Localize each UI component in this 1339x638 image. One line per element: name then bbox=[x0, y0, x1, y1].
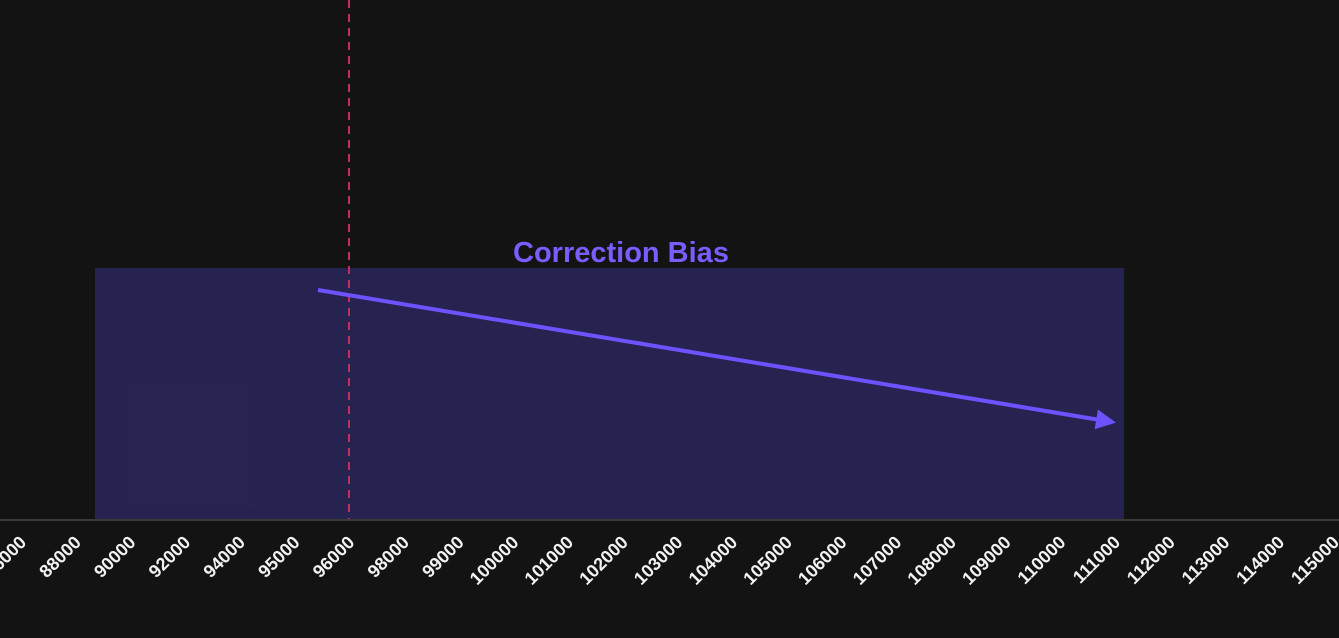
x-tick-label: 113000 bbox=[1178, 532, 1234, 588]
x-tick-label: 106000 bbox=[794, 532, 851, 589]
x-tick-label: 104000 bbox=[685, 532, 742, 589]
x-tick-label: 96000 bbox=[309, 532, 359, 582]
bias-zone bbox=[95, 268, 1124, 520]
x-tick-label: 112000 bbox=[1123, 532, 1179, 588]
x-tick-label: 105000 bbox=[739, 532, 796, 589]
x-tick-label: 92000 bbox=[145, 532, 195, 582]
x-tick-label: 98000 bbox=[364, 532, 414, 582]
x-tick-label: 86000 bbox=[0, 532, 30, 582]
x-tick-label: 101000 bbox=[521, 532, 578, 589]
x-tick-label: 108000 bbox=[903, 532, 960, 589]
x-tick-label: 109000 bbox=[958, 532, 1015, 589]
x-tick-label: 107000 bbox=[849, 532, 906, 589]
x-tick-label: 110000 bbox=[1014, 532, 1070, 588]
x-tick-label: 99000 bbox=[418, 532, 468, 582]
trend-arrow bbox=[317, 288, 1116, 430]
x-tick-label: 94000 bbox=[199, 532, 249, 582]
x-tick-label: 102000 bbox=[575, 532, 632, 589]
x-tick-label: 111000 bbox=[1069, 532, 1124, 587]
x-tick-label: 88000 bbox=[35, 532, 85, 582]
x-tick-label: 115000 bbox=[1287, 532, 1339, 588]
annotation: Correction Bias bbox=[513, 237, 729, 269]
x-tick-label: 100000 bbox=[466, 532, 523, 589]
x-tick-label: 95000 bbox=[254, 532, 304, 582]
x-tick-label: 114000 bbox=[1232, 532, 1288, 588]
x-tick-label: 90000 bbox=[90, 532, 140, 582]
x-tick-label: 103000 bbox=[630, 532, 687, 589]
